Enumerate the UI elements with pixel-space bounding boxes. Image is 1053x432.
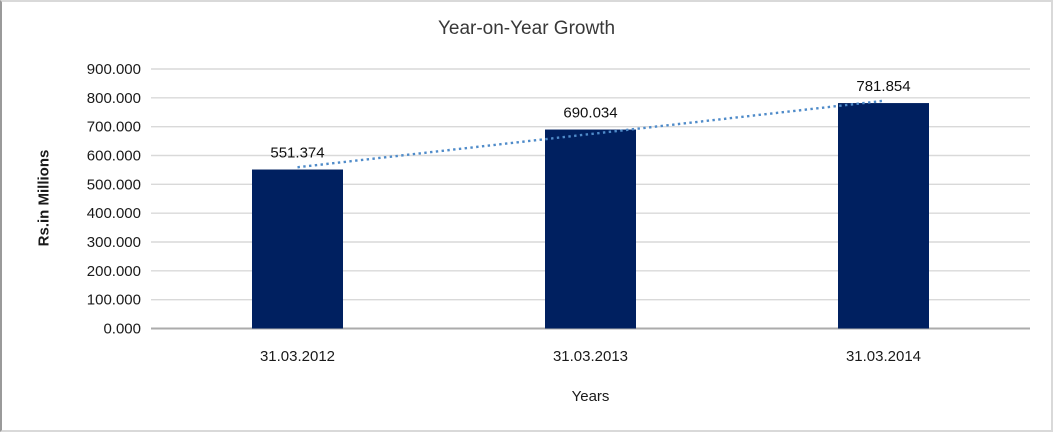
chart-title: Year-on-Year Growth	[437, 18, 616, 39]
y-tick-label: 0.000	[103, 321, 141, 338]
bar-value-label: 551.374	[270, 145, 324, 162]
bar-value-label: 781.854	[856, 78, 910, 95]
x-category-label: 31.03.2012	[260, 348, 335, 365]
y-tick-label: 900.000	[87, 61, 141, 78]
bar-31.03.2013	[545, 129, 636, 329]
y-tick-label: 400.000	[87, 205, 141, 222]
y-tick-label: 500.000	[87, 176, 141, 193]
x-axis-title: Years	[571, 388, 610, 405]
y-tick-label: 100.000	[87, 292, 141, 309]
y-tick-label: 700.000	[87, 119, 141, 136]
x-category-label: 31.03.2013	[553, 348, 628, 365]
y-tick-label: 800.000	[87, 90, 141, 107]
y-tick-label: 600.000	[87, 148, 141, 165]
y-tick-label: 200.000	[87, 263, 141, 280]
x-category-label: 31.03.2014	[846, 348, 921, 365]
bar-31.03.2014	[838, 103, 929, 329]
bar-31.03.2012	[252, 169, 343, 329]
y-tick-label: 300.000	[87, 234, 141, 251]
bar-value-label: 690.034	[563, 105, 617, 122]
